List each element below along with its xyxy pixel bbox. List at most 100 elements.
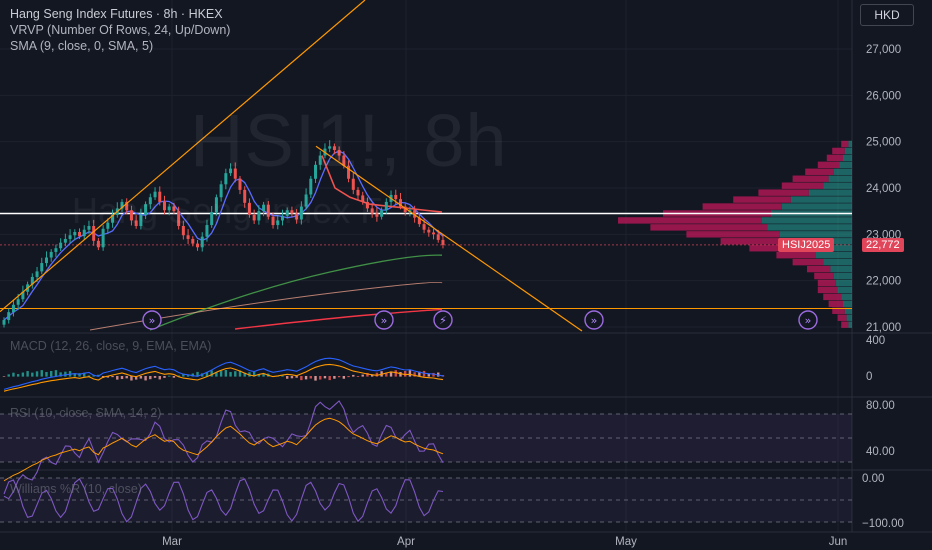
ma-100-line xyxy=(149,254,443,331)
symbol-watermark: HSI1!, 8h xyxy=(190,99,508,182)
candle-body xyxy=(394,194,398,200)
vrvp-up-bar xyxy=(828,175,852,182)
event-marker-icon: » xyxy=(381,314,388,327)
vrvp-down-bar xyxy=(823,293,842,301)
sma-line xyxy=(3,150,444,321)
macd-tick-label: 0 xyxy=(866,371,872,383)
macd-histogram-bar xyxy=(12,372,15,377)
moving-average-lines xyxy=(3,150,444,331)
rsi-line xyxy=(3,400,444,500)
vrvp-up-bar xyxy=(834,168,852,175)
fast-ma-line xyxy=(321,155,443,213)
candle-body xyxy=(59,242,63,249)
legend-vrvp[interactable]: VRVP (Number Of Rows, 24, Up/Down) xyxy=(10,23,231,37)
time-tick-label: Jun xyxy=(829,536,848,548)
vrvp-down-bar xyxy=(733,196,791,203)
legend-sma[interactable]: SMA (9, close, 0, SMA, 5) xyxy=(10,39,154,53)
candle-body xyxy=(205,225,209,237)
vrvp-down-bar xyxy=(758,189,809,196)
macd-histogram-bar xyxy=(370,374,374,377)
time-tick-label: Mar xyxy=(162,536,182,548)
candle-body xyxy=(290,210,294,214)
vrvp-down-bar xyxy=(776,251,816,259)
candle-body xyxy=(342,155,346,166)
macd-histogram-bar xyxy=(125,376,128,379)
macd-histogram-bar xyxy=(342,376,346,379)
vrvp-down-bar xyxy=(817,286,838,294)
trendlines xyxy=(0,0,583,332)
candle-body xyxy=(252,214,256,221)
event-markers: » » ⚡ » » xyxy=(142,310,818,330)
currency-selector[interactable]: HKD xyxy=(860,4,914,26)
candle-body xyxy=(68,235,72,239)
candle-body xyxy=(266,204,270,217)
legend-symbol[interactable]: Hang Seng Index Futures · 8h · HKEX xyxy=(10,7,223,21)
macd-histogram-bar xyxy=(40,370,43,377)
macd-histogram-bar xyxy=(83,372,86,377)
chart-legend: Hang Seng Index Futures · 8h · HKEX VRVP… xyxy=(10,6,230,54)
candle-body xyxy=(177,211,181,226)
vrvp-up-bar xyxy=(844,307,852,314)
macd-histogram-bar xyxy=(116,376,119,380)
macd-histogram-bar xyxy=(422,370,426,377)
macd-histogram-bar xyxy=(347,376,350,378)
candle-body xyxy=(314,164,318,179)
macd-histogram-bar xyxy=(413,372,416,377)
vrvp-up-bar xyxy=(823,258,852,266)
macd-histogram-bar xyxy=(7,374,10,377)
last-price-tag: 22,772 xyxy=(862,238,904,252)
candle-body xyxy=(139,214,143,226)
macd-legend[interactable]: MACD (12, 26, close, 9, EMA, EMA) xyxy=(10,339,212,353)
candle-body xyxy=(125,201,129,211)
macd-pane xyxy=(2,357,445,392)
candle-body xyxy=(309,178,313,195)
candle-body xyxy=(332,146,336,151)
macd-histogram-bar xyxy=(319,376,322,380)
vrvp-down-bar xyxy=(650,224,768,231)
falling-trendline xyxy=(315,145,583,332)
time-tick-label: May xyxy=(615,536,637,548)
macd-histogram-bar xyxy=(26,371,29,377)
vrvp-down-bar xyxy=(702,203,782,210)
contract-tag: HSIJ2025 xyxy=(778,238,835,252)
candle-body xyxy=(337,150,341,156)
candle-body xyxy=(2,320,6,325)
vrvp-down-bar xyxy=(686,231,780,238)
candle-body xyxy=(427,229,431,233)
candle-body xyxy=(35,271,39,277)
macd-signal-line xyxy=(3,363,444,392)
candle-body xyxy=(271,216,275,226)
vrvp-up-bar xyxy=(790,196,852,203)
macd-histogram-bar xyxy=(111,376,114,378)
candle-body xyxy=(210,212,214,226)
macd-histogram-bar xyxy=(16,374,20,377)
macd-histogram-bar xyxy=(64,371,67,377)
candle-body xyxy=(347,165,351,179)
macd-histogram-bar xyxy=(295,376,298,378)
candle-body xyxy=(361,195,365,202)
candle-body xyxy=(365,201,369,209)
macd-histogram-bar xyxy=(243,372,246,377)
macd-histogram-bar xyxy=(73,373,76,377)
candle-body xyxy=(162,201,166,211)
vrvp-down-bar xyxy=(826,154,843,162)
vrvp-down-bar xyxy=(828,300,843,308)
candle-body xyxy=(219,184,223,198)
time-axis: Mar Apr May Jun xyxy=(0,531,932,548)
macd-tick-label: 400 xyxy=(866,335,885,347)
macd-histogram-bar xyxy=(234,371,237,377)
rsi-legend[interactable]: RSI (10, close, SMA, 14, 2) xyxy=(10,406,162,420)
event-marker-icon: ⚡ xyxy=(439,314,447,327)
vrvp-up-bar xyxy=(843,300,852,308)
vrvp-down-bar xyxy=(841,321,849,328)
candle-body xyxy=(40,263,44,272)
macd-histogram-bar xyxy=(366,372,369,377)
williams-legend[interactable]: Williams %R (10, close) xyxy=(10,482,142,496)
macd-histogram-bar xyxy=(87,375,91,377)
macd-histogram-bar xyxy=(314,376,317,381)
vrvp-up-bar xyxy=(781,203,852,210)
macd-histogram-bar xyxy=(149,376,152,380)
macd-histogram-bar xyxy=(300,376,303,381)
ma-200-line xyxy=(89,281,443,331)
